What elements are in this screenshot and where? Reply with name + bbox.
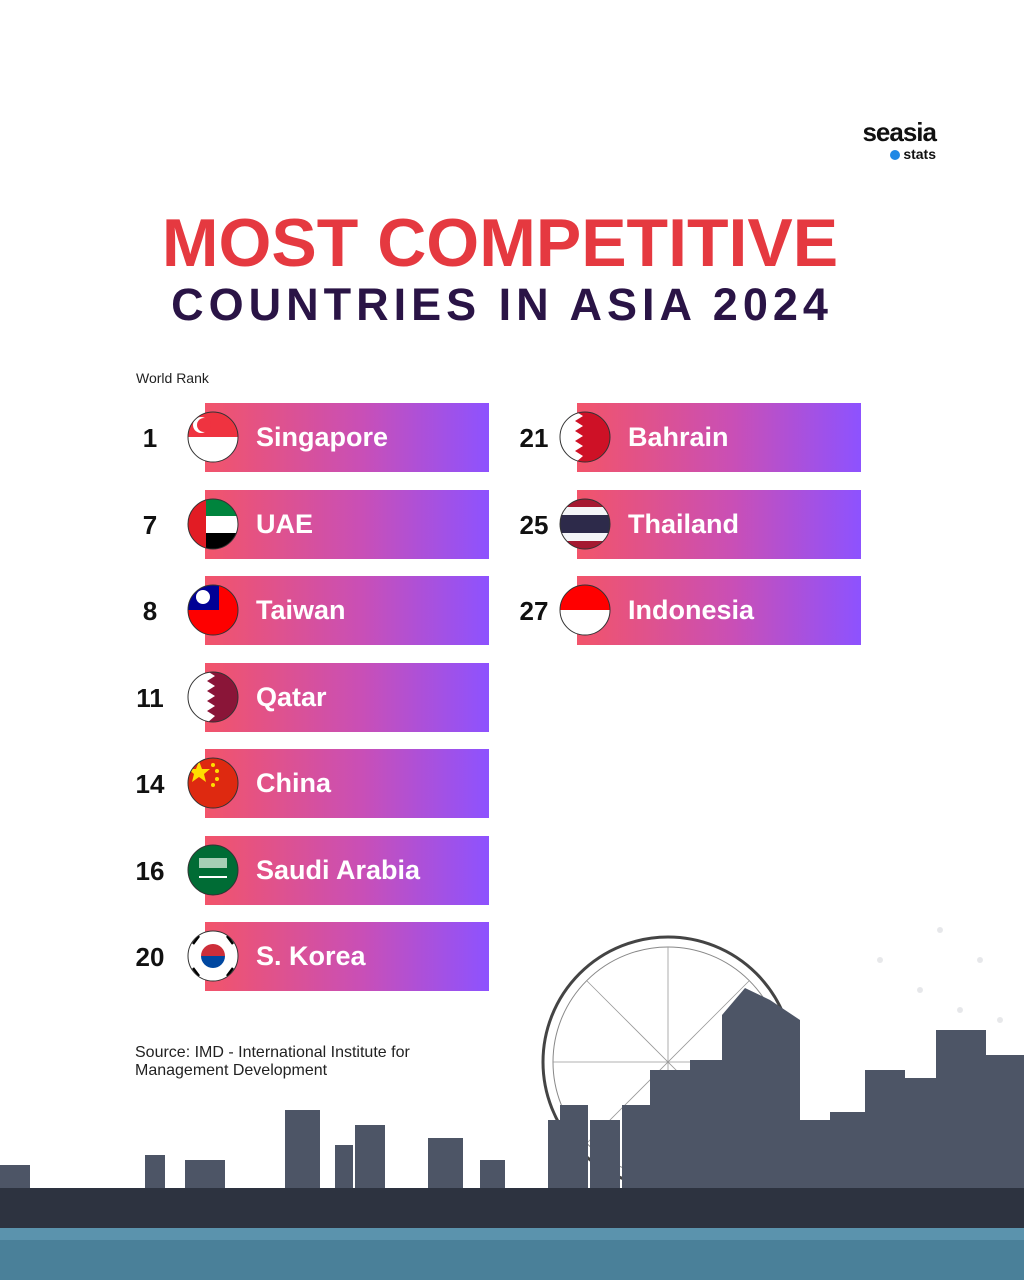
rank: 8	[142, 596, 158, 626]
flag-icon	[559, 498, 611, 549]
rank: 20	[135, 942, 165, 972]
flag-icon	[187, 584, 239, 636]
flag	[559, 411, 611, 463]
flag	[559, 498, 611, 550]
country-name: Saudi Arabia	[256, 854, 421, 885]
country-name: Qatar	[256, 681, 327, 712]
flag-icon	[187, 757, 239, 809]
ranking-bar	[205, 749, 489, 818]
ranking-bar	[205, 489, 489, 559]
country-name: China	[256, 768, 332, 798]
flag	[187, 584, 239, 636]
flag	[187, 844, 239, 896]
rank: 7	[142, 509, 158, 540]
ranking-bar	[205, 662, 489, 732]
rank: 21	[519, 423, 549, 453]
flag-icon	[187, 930, 239, 982]
brand-sub: stats	[903, 146, 936, 162]
country-name: Taiwan	[256, 595, 346, 625]
brand: seasia stats	[862, 117, 937, 164]
flag	[187, 671, 239, 723]
flag	[187, 930, 239, 982]
flag	[187, 498, 239, 550]
brand-name: seasia	[862, 117, 937, 147]
rank: 11	[136, 682, 164, 713]
country-name: UAE	[256, 508, 314, 539]
title-line-1: MOST COMPETITIVE	[161, 205, 839, 281]
flag	[559, 584, 611, 636]
rank: 25	[519, 509, 549, 540]
skyline	[0, 927, 1024, 1280]
title-line-2: COUNTRIES IN ASIA 2024	[171, 279, 833, 330]
brand-dot	[890, 150, 901, 160]
ranking-bar	[205, 403, 489, 472]
rank: 27	[519, 596, 549, 626]
flag-icon	[187, 498, 239, 549]
country-name: Thailand	[628, 508, 740, 539]
flag-icon	[187, 844, 239, 895]
country-name: S. Korea	[256, 941, 366, 971]
column-label: World Rank	[136, 370, 209, 386]
ranking-bar	[577, 576, 861, 645]
ranking-bar	[577, 489, 861, 559]
rank: 14	[135, 769, 165, 799]
flag-icon	[187, 671, 239, 722]
ranking-bar	[205, 922, 489, 991]
source: Source: IMD - International Institute fo…	[135, 1044, 410, 1079]
rank: 16	[135, 855, 165, 886]
country-name: Indonesia	[628, 595, 755, 625]
country-name: Singapore	[256, 422, 389, 452]
ranking-bar	[577, 403, 861, 472]
flag-icon	[559, 584, 611, 636]
rank: 1	[142, 423, 158, 453]
ranking-bar	[205, 576, 489, 645]
flag-icon	[559, 411, 611, 463]
flag-icon	[187, 411, 239, 463]
ranking-bar	[205, 835, 489, 905]
country-name: Bahrain	[628, 422, 729, 452]
flag	[187, 757, 239, 809]
flag	[187, 411, 239, 463]
